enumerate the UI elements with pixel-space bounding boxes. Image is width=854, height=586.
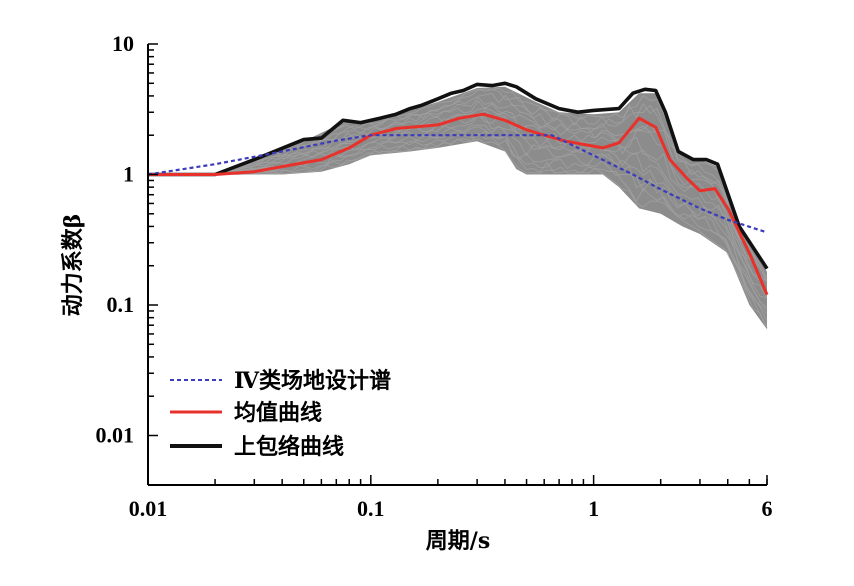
individual-spectra-band	[148, 86, 768, 330]
spectra-band-fill	[148, 86, 767, 330]
y-tick-label: 10	[112, 31, 134, 56]
legend-label: 均值曲线	[234, 400, 322, 426]
legend-label: 上包络曲线	[234, 434, 344, 460]
x-tick-label: 6	[762, 496, 773, 521]
x-tick-label: 0.01	[129, 496, 168, 521]
individual-spectrum-line	[148, 109, 768, 299]
legend-label: Ⅳ类场地设计谱	[234, 368, 391, 394]
individual-spectrum-line	[148, 115, 768, 311]
x-tick-label: 1	[588, 496, 599, 521]
legend-item: 均值曲线	[170, 400, 322, 426]
y-tick-label: 0.01	[96, 423, 135, 448]
ticks	[147, 43, 768, 485]
series-layer	[147, 81, 769, 296]
x-tick-label: 0.1	[357, 496, 385, 521]
upper-envelope-line	[148, 81, 769, 270]
y-axis-title: 动力系数β	[60, 214, 86, 317]
legend-item: 上包络曲线	[170, 434, 344, 460]
x-axis-title: 周期/s	[426, 528, 490, 554]
tick-labels: 0.01 0.1 1 6 0.01 0.1 1 10	[96, 31, 773, 521]
y-tick-label: 1	[123, 162, 134, 187]
individual-spectrum-line	[148, 124, 768, 308]
design-spectrum-line	[147, 134, 768, 234]
y-tick-label: 0.1	[107, 292, 135, 317]
legend-item: Ⅳ类场地设计谱	[170, 368, 391, 394]
axes	[147, 44, 767, 486]
individual-spectrum-line	[148, 96, 768, 282]
